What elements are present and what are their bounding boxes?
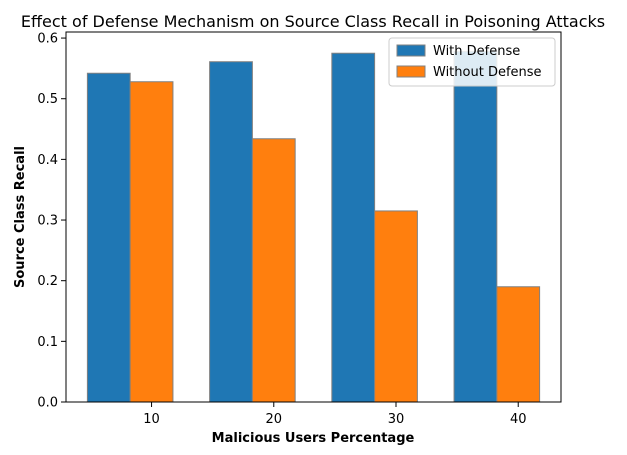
y-tick-label: 0.2 [37,274,58,289]
x-axis-label: Malicious Users Percentage [212,431,415,446]
legend-swatch [396,44,426,57]
y-tick-label: 0.1 [37,335,58,350]
y-tick-label: 0.6 [37,32,58,47]
y-tick-label: 0.3 [37,214,58,229]
x-tick-label: 40 [510,412,527,427]
bar-with-defense-20 [209,61,253,403]
bar-without-defense-10 [129,81,174,403]
bars-group [86,50,541,403]
legend-label: Without Defense [433,65,542,80]
bar-without-defense-40 [496,286,541,403]
y-tick-label: 0.0 [37,396,58,411]
x-tick-label: 10 [143,412,160,427]
y-tick-label: 0.4 [37,153,58,168]
chart-title: Effect of Defense Mechanism on Source Cl… [21,12,605,31]
bar-with-defense-10 [86,72,131,403]
legend-box [388,37,556,87]
y-tick-label: 0.5 [37,92,58,107]
bar-with-defense-30 [331,52,376,403]
bar-without-defense-20 [251,138,296,403]
y-axis: 0.0 0.1 0.2 0.3 0.4 0.5 0.6 [37,32,66,411]
plot-frame [65,31,562,403]
x-tick-label: 20 [266,412,283,427]
legend: With Defense Without Defense [388,37,556,87]
legend-swatch [396,65,426,78]
legend-label: With Defense [433,44,520,59]
y-axis-label: Source Class Recall [13,146,28,288]
x-axis: 10 20 30 40 [143,402,526,427]
x-tick-label: 30 [388,412,405,427]
bar-without-defense-30 [374,210,418,403]
bar-with-defense-40 [453,50,498,403]
